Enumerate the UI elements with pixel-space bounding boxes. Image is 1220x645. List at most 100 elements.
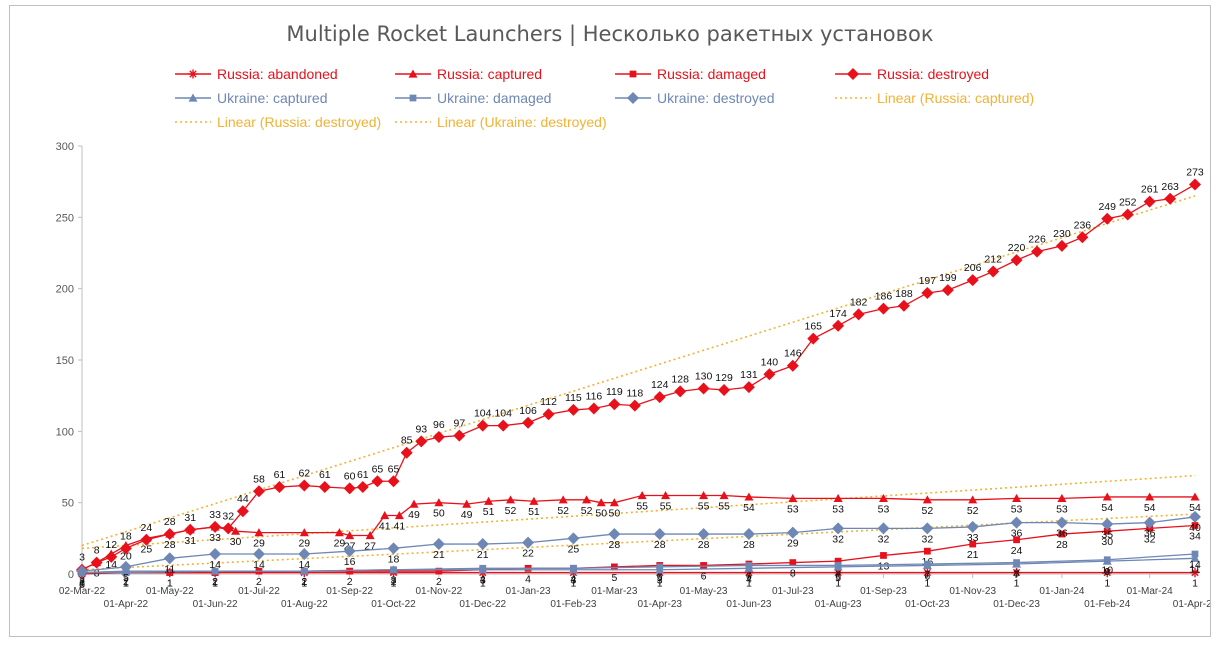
data-point	[1101, 212, 1114, 225]
data-point	[1190, 492, 1200, 501]
data-point	[390, 566, 397, 574]
legend-label: Linear (Russia: captured)	[877, 90, 1034, 106]
data-label: 22	[522, 548, 534, 560]
data-point	[334, 528, 344, 537]
data-label: 5	[835, 572, 841, 584]
data-point	[763, 368, 776, 381]
data-label: 20	[120, 550, 132, 562]
data-label: 1	[123, 578, 129, 590]
data-label: 25	[141, 543, 153, 555]
trendline	[81, 474, 1196, 550]
data-point	[718, 383, 731, 396]
data-label: 30	[1101, 536, 1113, 548]
data-point	[628, 399, 641, 412]
data-point	[610, 563, 618, 571]
data-point	[119, 542, 132, 555]
x-tick-label: 01-Aug-23	[815, 599, 862, 610]
data-label: 118	[626, 388, 643, 400]
data-label: 61	[357, 469, 369, 481]
data-point	[656, 563, 664, 571]
data-label: 34	[1189, 530, 1201, 542]
data-label: 236	[1074, 219, 1092, 231]
x-tick-label: 01-Mar-24	[1127, 586, 1174, 597]
data-point	[522, 536, 535, 549]
legend-item: Ukraine: captured	[175, 90, 328, 106]
data-point	[484, 496, 494, 505]
data-label: 1	[123, 578, 129, 590]
legend-label: Ukraine: destroyed	[657, 90, 775, 106]
data-label: 1	[79, 578, 85, 590]
data-label: 97	[453, 418, 465, 430]
data-point	[596, 498, 606, 507]
data-point	[832, 522, 845, 535]
data-label: 93	[415, 423, 427, 435]
data-label: 2	[79, 576, 85, 588]
data-label: 24	[141, 522, 153, 534]
data-point	[119, 560, 132, 573]
data-label: 9	[1104, 566, 1110, 578]
data-point	[897, 299, 910, 312]
data-point-stroke	[1191, 568, 1199, 577]
data-label: 1	[1014, 578, 1020, 590]
data-label: 6	[701, 570, 707, 582]
data-label: 55	[718, 501, 730, 513]
data-label: 41	[394, 521, 406, 533]
data-label: 50	[609, 508, 621, 520]
data-label: 131	[740, 369, 758, 381]
data-point	[1190, 553, 1200, 562]
data-label: 16	[344, 556, 356, 568]
data-label: 53	[1011, 503, 1023, 515]
data-point	[1164, 192, 1177, 205]
data-point	[1055, 516, 1068, 529]
data-point	[1191, 522, 1199, 529]
data-point	[745, 562, 753, 569]
data-point	[184, 523, 197, 536]
data-point	[923, 560, 931, 568]
data-label: 24	[1011, 545, 1023, 557]
data-label: 49	[408, 509, 420, 521]
data-point	[387, 542, 400, 555]
data-point	[582, 495, 592, 504]
data-point	[629, 70, 637, 78]
data-label: 2	[391, 576, 397, 588]
data-label: 1	[212, 578, 218, 590]
data-label: 44	[237, 493, 249, 505]
data-label: 36	[1011, 528, 1023, 540]
legend-item: Linear (Russia: captured)	[835, 90, 1034, 106]
data-point	[432, 538, 445, 551]
data-label: 28	[1056, 539, 1068, 551]
data-label: 52	[557, 505, 569, 517]
data-label: 65	[388, 463, 400, 475]
data-label: 21	[433, 549, 445, 561]
chart-title: Multiple Rocket Launchers | Несколько ра…	[286, 22, 933, 47]
data-point	[298, 548, 311, 561]
data-label: 18	[388, 553, 400, 565]
data-label: 52	[581, 505, 593, 517]
data-point	[409, 499, 419, 508]
x-tick-label: 01-Apr-22	[104, 599, 149, 610]
data-label: 49	[461, 509, 473, 521]
data-label: 2	[256, 576, 262, 588]
data-label: 52	[505, 505, 517, 517]
data-point	[969, 540, 977, 548]
data-label: 165	[805, 321, 823, 333]
legend-label: Russia: destroyed	[877, 66, 989, 82]
data-point	[923, 547, 931, 555]
legend-item: Ukraine: destroyed	[615, 90, 775, 106]
x-tick-label: 01-Feb-24	[1084, 599, 1131, 610]
data-label: 6	[657, 570, 663, 582]
x-tick-label: 01-Sep-23	[860, 586, 907, 597]
data-label: 1	[301, 578, 307, 590]
x-tick-label: 01-Dec-23	[993, 599, 1040, 610]
data-label: 4	[746, 573, 752, 585]
data-label: 51	[528, 506, 540, 518]
data-point	[786, 526, 799, 539]
data-label: 53	[1056, 503, 1068, 515]
data-label: 252	[1119, 196, 1137, 208]
x-tick-label: 01-Oct-22	[371, 599, 416, 610]
data-label: 18	[120, 530, 132, 542]
data-point	[394, 511, 404, 520]
data-label: 3	[480, 575, 486, 587]
legend-label: Linear (Russia: destroyed)	[217, 114, 381, 130]
data-label: 1	[391, 578, 397, 590]
